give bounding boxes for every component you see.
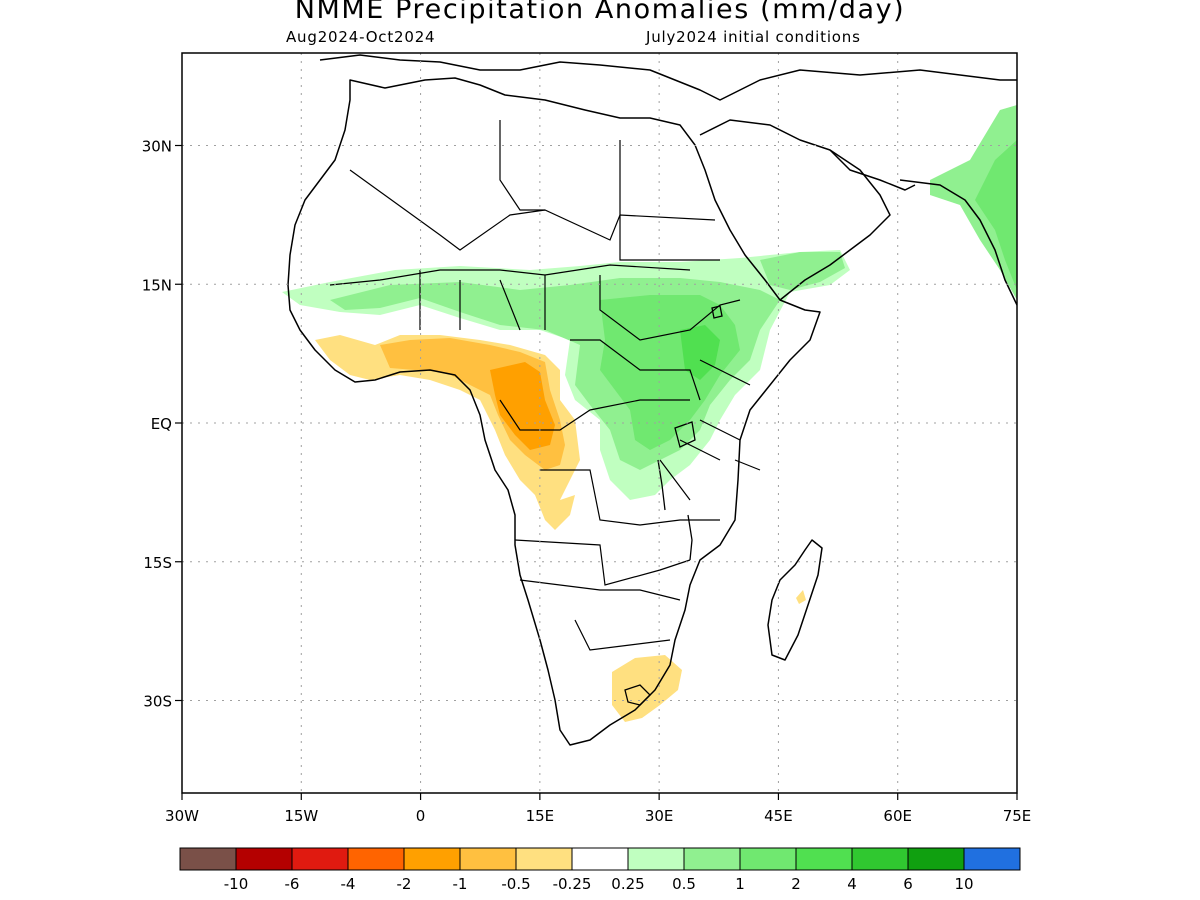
legend-label: -10 xyxy=(224,875,249,893)
legend-label: 6 xyxy=(903,875,913,893)
legend-swatch xyxy=(179,847,237,871)
lon-tick-label: 75E xyxy=(1003,807,1032,825)
legend-swatch xyxy=(627,847,685,871)
legend-label: 4 xyxy=(847,875,857,893)
arabia-wet xyxy=(760,252,845,290)
forecast-period: Aug2024-Oct2024 xyxy=(286,28,436,46)
madagascar-coastline xyxy=(767,539,823,661)
tick-labels: 30W 15W 0 15E 30E 45E 60E 75E 30N 15N EQ 15S 30S xyxy=(142,138,1032,826)
arabia-coastline xyxy=(699,119,891,301)
negative-anomaly-layer xyxy=(315,335,806,722)
legend-swatch xyxy=(571,847,629,871)
legend-label: -4 xyxy=(341,875,356,893)
map-title: NMME Precipitation Anomalies (mm/day) xyxy=(294,0,906,25)
legend-swatch xyxy=(963,847,1021,871)
legend-label: -1 xyxy=(453,875,468,893)
initial-conditions-label: July2024 initial conditions xyxy=(646,28,861,46)
lon-tick-label: 30W xyxy=(165,807,199,825)
legend-label: -2 xyxy=(397,875,412,893)
legend-label: -0.25 xyxy=(553,875,592,893)
lesotho-border xyxy=(624,684,651,706)
positive-anomaly-layer xyxy=(282,105,1017,500)
lon-tick-label: 30E xyxy=(645,807,674,825)
ethiopia-strong-wet xyxy=(680,325,720,380)
lat-tick-label: 15S xyxy=(143,554,172,572)
lat-tick-label: 30N xyxy=(142,138,172,156)
legend-swatch xyxy=(851,847,909,871)
coastlines xyxy=(287,54,1017,746)
lake-tana xyxy=(711,305,723,319)
legend-swatch xyxy=(347,847,405,871)
legend-label: 10 xyxy=(954,875,973,893)
gridlines xyxy=(182,53,1017,793)
lon-tick-label: 45E xyxy=(764,807,793,825)
lon-tick-label: 0 xyxy=(416,807,426,825)
lat-tick-label: 30S xyxy=(143,693,172,711)
india-wet-core xyxy=(975,140,1017,290)
legend-swatch xyxy=(739,847,797,871)
lon-tick-label: 15W xyxy=(284,807,318,825)
legend-swatch xyxy=(683,847,741,871)
legend-swatch xyxy=(515,847,573,871)
country-borders xyxy=(329,120,761,651)
tick-marks xyxy=(175,144,1018,800)
color-legend: -10 -6 -4 -2 -1 -0.5 -0.25 0.25 0.5 1 2 4 6 10 xyxy=(179,847,1021,893)
africa-coastline xyxy=(287,77,821,746)
gabon-dry-core xyxy=(490,362,555,450)
legend-swatch xyxy=(907,847,965,871)
legend-label: 1 xyxy=(735,875,745,893)
lon-tick-label: 15E xyxy=(526,807,555,825)
legend-swatch xyxy=(235,847,293,871)
legend-label: -0.5 xyxy=(501,875,530,893)
legend-swatch xyxy=(403,847,461,871)
lakes xyxy=(624,305,723,706)
lat-tick-label: 15N xyxy=(142,276,172,294)
legend-swatch xyxy=(459,847,517,871)
legend-label: 2 xyxy=(791,875,801,893)
lake-malawi xyxy=(687,514,693,561)
lake-victoria xyxy=(674,421,696,448)
lon-tick-label: 60E xyxy=(883,807,912,825)
madagascar-dry xyxy=(796,590,806,604)
europe-coastline xyxy=(319,54,1017,101)
india-coastline xyxy=(899,179,1017,306)
legend-label: -6 xyxy=(285,875,300,893)
legend-swatch xyxy=(795,847,853,871)
south-africa-dry xyxy=(612,655,682,722)
legend-label: 0.25 xyxy=(611,875,644,893)
legend-swatch xyxy=(291,847,349,871)
caspian-gulf-coast xyxy=(829,149,916,191)
lat-tick-label: EQ xyxy=(151,415,172,433)
lake-tanganyika xyxy=(657,459,666,511)
legend-label: 0.5 xyxy=(672,875,696,893)
